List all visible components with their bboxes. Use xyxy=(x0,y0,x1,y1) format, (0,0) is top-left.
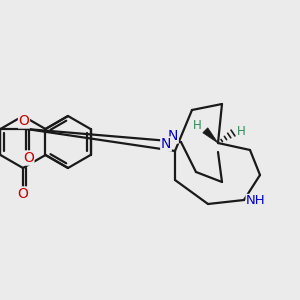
Text: NH: NH xyxy=(246,194,266,208)
Text: H: H xyxy=(193,119,202,132)
Text: O: O xyxy=(23,151,34,165)
Text: N: N xyxy=(168,129,178,143)
Text: O: O xyxy=(17,187,28,201)
Text: H: H xyxy=(237,124,245,137)
Text: N: N xyxy=(161,137,171,151)
Text: O: O xyxy=(19,114,29,128)
Polygon shape xyxy=(203,128,218,143)
